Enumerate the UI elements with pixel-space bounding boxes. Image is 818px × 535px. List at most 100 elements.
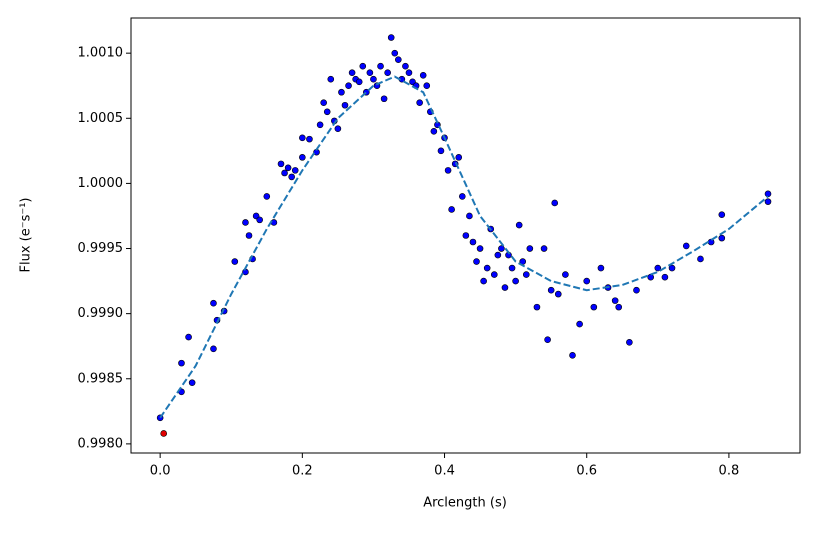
data-point [469,238,477,246]
data-point [395,56,402,63]
x-tick-label: 0.2 [292,464,313,479]
data-point [647,273,655,281]
data-point [291,167,299,174]
fit-line [159,75,769,419]
data-point [384,69,391,77]
data-point [562,271,569,278]
data-point [277,160,285,168]
x-tick-label: 0.8 [719,464,740,479]
data-point [284,164,292,172]
data-point [345,82,352,90]
data-point [430,128,438,135]
data-point [178,359,185,367]
data-point [654,264,662,272]
data-point [334,125,342,133]
data-point [718,234,726,242]
y-tick-label: 0.9980 [78,436,124,451]
x-tick-label: 0.4 [434,464,455,479]
data-point [466,212,473,220]
data-point [569,352,576,359]
data-point [459,193,466,200]
data-point [416,99,423,106]
data-point [423,82,431,90]
data-point [473,258,480,265]
data-point [448,206,455,213]
data-point [633,286,640,294]
data-point [341,101,349,109]
data-point [366,69,374,77]
data-point [533,303,541,311]
y-tick-label: 0.9990 [78,306,124,321]
y-tick-label: 1.0010 [78,46,124,61]
data-point [380,95,388,103]
y-tick-label: 1.0005 [78,111,124,126]
data-point [320,99,327,106]
data-point [508,264,516,272]
plot-frame [130,17,801,454]
data-point [615,303,623,311]
data-point [490,271,498,278]
data-point [377,62,384,70]
data-point [306,135,313,143]
data-point [583,277,591,285]
data-point [480,277,487,285]
data-point [437,147,445,155]
data-point [348,69,356,77]
data-point [597,264,605,272]
data-point [210,299,217,307]
data-point [547,286,555,294]
y-tick-label: 0.9995 [78,241,124,256]
data-point [501,284,509,291]
data-point [540,245,548,252]
data-point [299,154,306,161]
x-axis-label: Arclength (s) [423,496,507,511]
data-point [245,232,253,239]
data-point [526,245,534,252]
data-point [498,245,505,252]
x-tick-label: 0.0 [150,464,171,479]
data-point [242,219,249,226]
data-point [299,134,306,142]
data-point [544,336,551,343]
data-point [405,69,413,77]
data-point [512,277,519,285]
data-point [281,169,288,177]
data-point [391,49,399,57]
data-point [697,255,704,263]
data-point [185,333,192,341]
data-point [370,75,377,83]
data-point [476,245,484,252]
data-point [188,379,196,386]
data-point [661,273,669,281]
data-point [515,221,523,229]
y-axis-label: Flux (e⁻s⁻¹) [19,197,34,272]
data-point [402,62,409,70]
data-point [764,198,772,205]
data-point [668,264,676,272]
data-point [263,193,271,200]
data-point [522,271,530,278]
data-point [576,320,583,328]
data-point [611,297,619,304]
data-point [494,251,502,259]
data-point [231,258,239,265]
data-point [590,303,598,311]
data-point [682,242,690,250]
data-point [288,173,295,181]
data-point [210,345,217,353]
data-point [419,72,427,79]
data-point [455,154,463,161]
data-point [444,167,452,174]
x-tick-label: 0.6 [576,464,597,479]
data-point [764,190,772,198]
y-tick-label: 0.9985 [78,371,124,386]
data-point [359,62,367,70]
data-point [256,216,263,224]
data-point [554,290,562,298]
y-tick-label: 1.0000 [78,176,124,191]
data-point [387,34,395,41]
data-point [626,338,633,346]
data-point [316,121,324,129]
data-point [160,430,168,437]
